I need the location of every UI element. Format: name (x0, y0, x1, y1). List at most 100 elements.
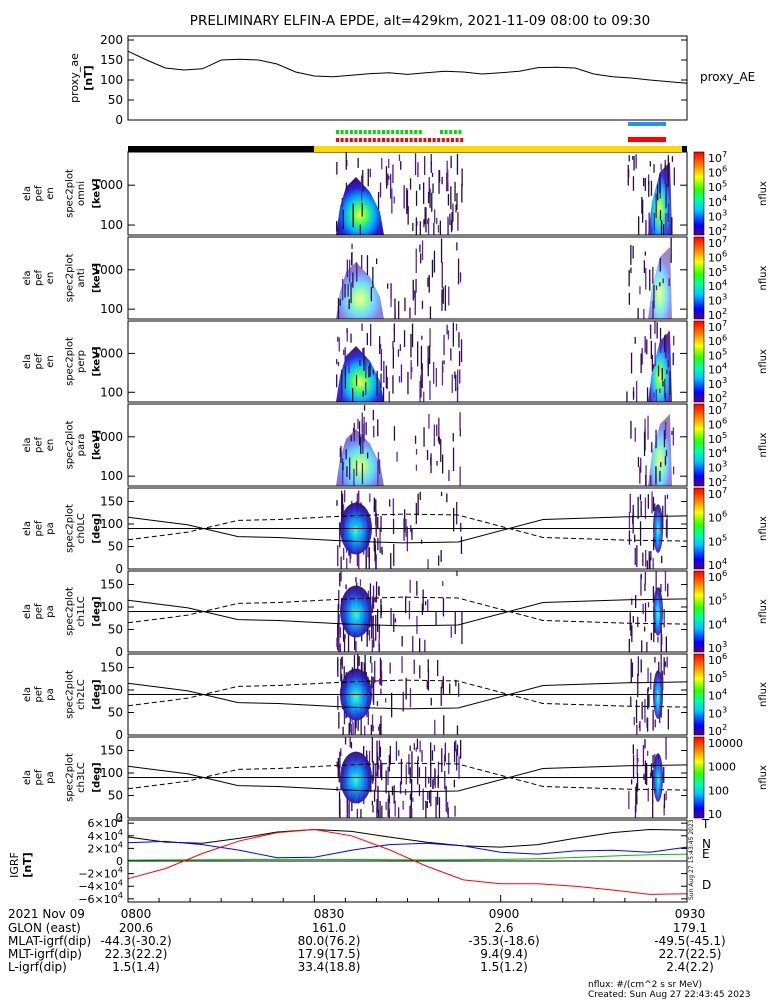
flux-stripe (416, 615, 418, 634)
flux-stripe (655, 193, 657, 218)
panel-spec2plot-en-para: 1000 100 ela pef en spec2plot para [keV] (22, 403, 688, 487)
side-stamp: Sun Aug 27 15:43:45 2023 (688, 819, 695, 900)
flux-stripe (645, 475, 647, 486)
flux-stripe (440, 439, 442, 462)
flux-stripe (640, 457, 642, 473)
flux-stripe (357, 654, 359, 680)
flux-stripe (455, 740, 457, 752)
colorbar-label: nflux (758, 349, 769, 374)
ytick-label: 100 (100, 600, 123, 614)
flux-stripe (636, 773, 639, 792)
flux-stripe (378, 586, 380, 596)
ytick-label: 0 (115, 728, 123, 742)
flux-stripe (461, 168, 463, 187)
flux-stripe (453, 508, 455, 532)
flux-stripe (371, 639, 373, 652)
flux-stripe (644, 699, 646, 723)
flux-stripe (647, 667, 649, 683)
flux-stripe (387, 283, 389, 289)
flux-stripe (644, 603, 647, 622)
flux-stripe (452, 322, 454, 347)
ephem-value: 200.6 (119, 921, 153, 935)
flux-stripe (414, 153, 417, 176)
green-tick (368, 130, 372, 134)
colorbar-label: nflux (758, 181, 769, 206)
proxy-ae-right-label: proxy_AE (700, 70, 755, 84)
flux-stripe (457, 258, 460, 285)
flux-stripe (446, 172, 448, 192)
flux-stripe (374, 597, 376, 603)
flux-stripe (663, 609, 665, 620)
flux-stripe (360, 716, 362, 735)
flux-stripe (345, 182, 348, 190)
flux-stripe (415, 464, 418, 471)
ytick-label: 0 (115, 811, 123, 825)
panel-spec2plot-pa-ch2LC: 150 100 50 0 ela pef pa spec2plot ch2LC [deg] (22, 653, 688, 742)
green-tick (414, 130, 418, 134)
ylabel-line: pa (45, 522, 56, 534)
flux-stripe (443, 754, 446, 766)
flux-stripe (439, 220, 441, 235)
flux-stripe (367, 711, 369, 725)
flux-stripe (347, 805, 349, 818)
flux-stripe (389, 499, 391, 507)
ephem-value: 22.7(22.5) (659, 947, 722, 961)
flux-stripe (650, 772, 652, 777)
flux-stripe (638, 723, 641, 728)
flux-stripe (391, 786, 394, 796)
flux-stripe (433, 362, 435, 384)
flux-stripe (375, 595, 377, 603)
flux-stripe (424, 207, 426, 225)
ylabel-line: pa (45, 688, 56, 700)
panel-spec2plot-en-omni-content (336, 152, 675, 235)
panel-spec2plot-pa-ch2LC-ylabel: ela pef pa spec2plot ch2LC [deg] (22, 670, 103, 719)
flux-stripe (438, 555, 440, 566)
flux-stripe (652, 586, 655, 603)
flux-stripe (339, 799, 341, 818)
ephem-row-label: MLAT-igrf(dip) (8, 934, 91, 948)
flux-stripe (393, 328, 395, 334)
flux-stripe (644, 626, 646, 632)
flux-stripe (458, 755, 460, 779)
flux-stripe (437, 761, 440, 786)
igrf-legend-N: N (702, 837, 711, 851)
flux-stripe (639, 494, 642, 501)
ephem-row-label: L-igrf(dip) (8, 960, 67, 974)
colorbar-strip (693, 236, 705, 320)
flux-stripe (415, 502, 417, 524)
ephem-value: 2.4(2.2) (666, 960, 714, 974)
colorbar-tick-label: 102 (708, 306, 727, 322)
flux-stripe (337, 298, 340, 319)
proxy-ae-line (127, 50, 688, 84)
flux-stripe (399, 781, 402, 794)
flux-stripe (638, 216, 640, 235)
flux-stripe (652, 755, 654, 766)
flux-stripe (632, 176, 635, 191)
flux-stripe (645, 549, 647, 567)
flux-stripe (655, 389, 657, 402)
flux-stripe (420, 345, 423, 370)
flux-stripe (430, 457, 432, 465)
flux-stripe (448, 286, 450, 306)
green-tick (336, 130, 339, 134)
anti-loss-cone-line (127, 513, 688, 542)
flux-stripe (662, 676, 664, 691)
flux-stripe (375, 510, 377, 533)
anti-loss-cone-line (127, 762, 688, 791)
flux-stripe (417, 756, 419, 762)
flux-stripe (650, 672, 652, 690)
flux-stripe (450, 348, 452, 361)
flux-stripe (346, 558, 348, 569)
flux-stripe (664, 164, 666, 171)
flux-stripe (336, 500, 338, 506)
flux-stripe (409, 745, 411, 752)
flux-stripe (630, 420, 632, 439)
flux-stripe (372, 775, 374, 784)
flux-stripe (648, 181, 650, 197)
ylabel-line: [nT] (82, 65, 95, 90)
flux-stripe (660, 461, 662, 468)
flux-stripe (356, 262, 358, 282)
flux-stripe (652, 770, 654, 784)
flux-stripe (362, 348, 364, 356)
flux-stripe (397, 349, 400, 357)
